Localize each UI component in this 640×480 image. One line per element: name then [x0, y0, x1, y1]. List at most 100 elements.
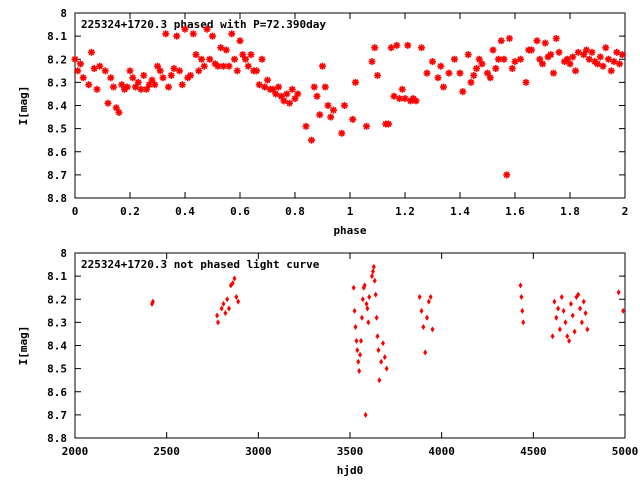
plot1-point-stroke: [256, 81, 263, 88]
plot1-point: [85, 81, 93, 89]
plot1-point: [93, 85, 101, 93]
plot1-point-stroke: [231, 56, 238, 63]
plot1-point: [132, 83, 139, 91]
plot1-point-stroke: [159, 74, 167, 81]
plot2-ytick-label: 8.3: [47, 316, 67, 329]
plot1-point: [143, 85, 150, 93]
plot2-xtick-label: 3000: [245, 445, 272, 458]
plot1-xtick-label: 0.6: [230, 205, 250, 218]
plot1-point: [140, 71, 148, 79]
plot1-xtick-label: 0: [72, 205, 79, 218]
plot2-frame: [74, 252, 626, 439]
plot1-point: [492, 65, 500, 72]
plot1-point-stroke: [459, 88, 466, 95]
plot1-point-stroke: [489, 46, 497, 54]
plot1-point: [387, 44, 395, 52]
plot1-point-stroke: [451, 56, 458, 63]
plot1-point: [104, 99, 112, 107]
plot2-point: [563, 319, 568, 326]
plot2-ytick-label: 8.7: [47, 409, 67, 422]
plot2-point: [567, 337, 572, 344]
plot1-point-stroke: [269, 86, 277, 93]
plot1-point-stroke: [517, 56, 524, 63]
plot2-point: [375, 333, 380, 340]
plot1-point: [286, 99, 293, 107]
plot1-point: [547, 51, 555, 59]
plot1-point-stroke: [313, 93, 321, 100]
plot1-point-stroke: [539, 60, 546, 67]
plot1-point: [148, 76, 156, 84]
plot1-point-stroke: [110, 83, 117, 91]
plot1-point-stroke: [467, 79, 475, 86]
plot2-point: [359, 314, 364, 321]
plot2-point: [419, 307, 424, 314]
plot1-point: [236, 37, 244, 45]
plot1-point-stroke: [613, 49, 620, 56]
plot1-point: [253, 67, 260, 75]
plot1-point: [228, 30, 236, 38]
plot1-point-stroke: [113, 104, 120, 111]
plot2-point: [426, 298, 431, 305]
plot1-point: [429, 58, 436, 66]
plot1-point: [497, 37, 505, 45]
plot1-point-stroke: [492, 65, 499, 72]
plot1-point: [156, 67, 164, 75]
plot2-point: [216, 319, 220, 326]
plot2-ylabel: I[mag]: [17, 326, 30, 366]
plot1-point: [294, 90, 302, 98]
plot2-point: [556, 305, 561, 312]
plot1-point: [198, 55, 205, 63]
plot1-point-stroke: [162, 30, 169, 37]
plot2-point: [372, 277, 377, 284]
plot2-point: [616, 289, 621, 296]
plot1-ytick-label: 8.1: [47, 30, 67, 43]
plot1-point: [214, 62, 222, 70]
plot1-point-stroke: [217, 44, 224, 51]
plot1-point: [371, 44, 379, 52]
plot2-point: [367, 293, 372, 300]
plot1-point: [173, 32, 181, 40]
plot1-point-stroke: [385, 120, 392, 128]
plot2-point: [550, 333, 555, 340]
plot1-point: [176, 67, 183, 75]
plot2-point: [576, 291, 581, 298]
plot1-point-stroke: [195, 67, 202, 74]
plot1-point: [363, 122, 370, 130]
plot2-point: [379, 358, 384, 365]
plot1-point: [418, 44, 425, 52]
plot1-point: [610, 58, 618, 66]
plot1-frame: [74, 12, 626, 199]
plot1-point: [602, 44, 610, 52]
plot1-point-stroke: [536, 56, 543, 63]
plot1-point: [110, 83, 117, 91]
plot2-point: [621, 307, 626, 314]
plot2-point: [230, 280, 235, 287]
plot1-point: [291, 95, 299, 103]
plot2-point: [561, 307, 566, 314]
plot1-point: [178, 81, 186, 89]
plot2-point: [355, 347, 360, 354]
plot1-point: [563, 55, 571, 63]
plot1-point: [352, 78, 359, 86]
plot1-point-stroke: [476, 56, 483, 63]
plot1-point-stroke: [553, 35, 560, 42]
plot1-point: [239, 51, 247, 59]
plot1-xtick-label: 1.8: [560, 205, 580, 218]
plot1-point: [574, 48, 582, 56]
plot1-ytick-label: 8.8: [47, 192, 67, 205]
plot1-point: [115, 108, 123, 116]
plot1-point-stroke: [137, 86, 145, 93]
plot1-point-stroke: [198, 56, 205, 63]
plot2-point: [371, 263, 376, 270]
plot1-point: [187, 71, 194, 79]
plot1-point-stroke: [533, 37, 541, 44]
plot1-point-stroke: [341, 102, 348, 109]
plot2-point: [353, 324, 358, 330]
plot1-point: [368, 58, 376, 66]
plot1-point-stroke: [605, 56, 612, 63]
plot1-ytick-label: 8.3: [47, 76, 67, 89]
plot1-point-stroke: [322, 83, 329, 91]
plot1-point: [272, 90, 280, 98]
plot1-point-stroke: [308, 137, 315, 144]
plot1-point: [445, 69, 453, 77]
